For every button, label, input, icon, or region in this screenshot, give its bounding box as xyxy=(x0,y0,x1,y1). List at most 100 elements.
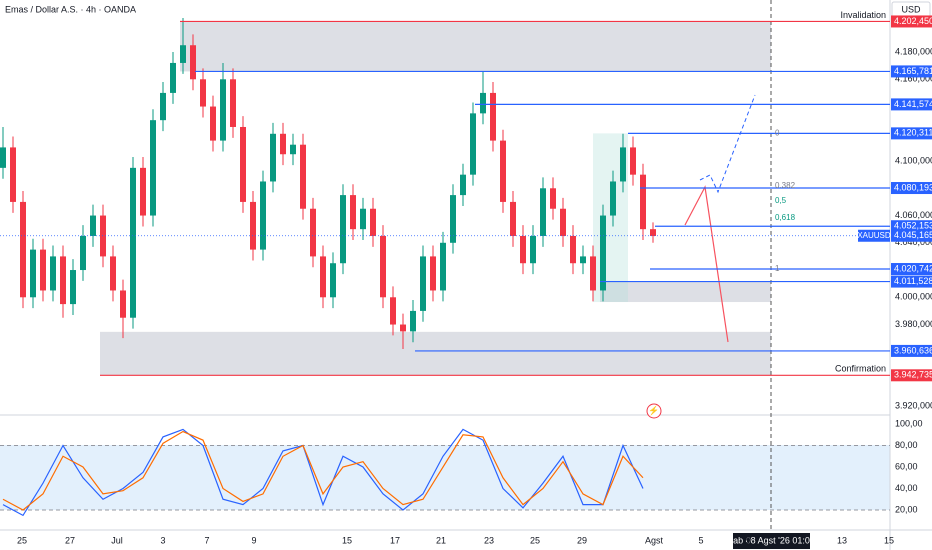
level-label: 4.202,450 xyxy=(894,16,932,26)
candle-body xyxy=(620,147,626,182)
candle-body xyxy=(250,201,256,250)
y-tick-label: 80,00 xyxy=(895,440,918,450)
candle-body xyxy=(80,235,86,271)
y-tick-label: 40,00 xyxy=(895,483,918,493)
demand-zone xyxy=(100,331,771,376)
fib-label: 0,5 xyxy=(775,196,787,205)
level-label-box xyxy=(891,182,932,195)
y-tick-label: 4.060,000 xyxy=(895,210,932,220)
candle-body xyxy=(160,92,166,121)
level-label: 3.960,636 xyxy=(894,345,932,355)
candle-body xyxy=(290,144,296,155)
level-label: 4.011,528 xyxy=(894,276,932,286)
y-tick-label: 4.040,000 xyxy=(895,237,932,247)
candle-body xyxy=(320,256,326,298)
candle-body xyxy=(140,167,146,216)
candle-body xyxy=(210,106,216,141)
level-label: 4.165,781 xyxy=(894,66,932,76)
candle-body xyxy=(370,208,376,236)
level-label: 4.080,193 xyxy=(894,182,932,192)
candle-body xyxy=(170,62,176,93)
event-icon[interactable] xyxy=(646,403,662,419)
y-tick-label: 4.160,000 xyxy=(895,74,932,84)
y-tick-label: 60,00 xyxy=(895,461,918,471)
candle-body xyxy=(230,79,236,127)
x-tick-label: 15 xyxy=(884,535,894,545)
candle-body xyxy=(300,144,306,209)
candle-body xyxy=(490,92,496,141)
level-label-box xyxy=(891,263,932,276)
fib-label: 1 xyxy=(775,264,780,273)
x-tick-label: 21 xyxy=(436,535,446,545)
level-label-box xyxy=(891,220,932,233)
candle-body xyxy=(520,235,526,264)
candle-body xyxy=(540,188,546,236)
level-label-box xyxy=(891,369,932,382)
candle-body xyxy=(340,195,346,264)
candle-body xyxy=(410,310,416,332)
candle-body xyxy=(60,256,66,305)
osc-line xyxy=(2,428,644,517)
level-label-box xyxy=(891,98,932,111)
candle-body xyxy=(270,133,276,182)
candle-body xyxy=(130,167,136,318)
x-tick-label: 15 xyxy=(342,535,352,545)
candle-body xyxy=(150,120,156,216)
supply-zone xyxy=(180,21,771,72)
osc-line xyxy=(2,430,644,511)
candle-body xyxy=(400,324,406,332)
x-tick-label: 7 xyxy=(204,535,209,545)
level-label-box xyxy=(891,127,932,140)
candle-body xyxy=(30,249,36,298)
candle-body xyxy=(20,201,26,298)
candle-body xyxy=(610,181,616,216)
x-tick-label: Agst xyxy=(645,535,664,545)
level-label-box xyxy=(891,15,932,28)
candle-body xyxy=(580,256,586,264)
x-tick-label: 9 xyxy=(745,535,750,545)
y-tick-label: 100,00 xyxy=(895,418,923,428)
candle-body xyxy=(630,147,636,175)
level-label: 4.052,153 xyxy=(894,221,932,231)
y-tick-label: 20,00 xyxy=(895,504,918,514)
candle-body xyxy=(70,270,76,305)
candle-body xyxy=(330,263,336,298)
candle-body xyxy=(0,147,6,168)
candle-body xyxy=(390,297,396,325)
y-tick-label: 3.980,000 xyxy=(895,319,932,329)
x-tick-label: 17 xyxy=(390,535,400,545)
candle-body xyxy=(360,208,366,230)
x-tick-label: 3 xyxy=(160,535,165,545)
candle-body xyxy=(90,215,96,236)
candle-body xyxy=(560,208,566,236)
level-label: 4.141,574 xyxy=(894,99,932,109)
candle-body xyxy=(310,208,316,257)
candle-body xyxy=(220,79,226,141)
candle-body xyxy=(650,229,656,236)
x-tick-label: 9 xyxy=(251,535,256,545)
candle-body xyxy=(280,133,286,155)
fib-label: 0.382 xyxy=(775,181,796,190)
candle-body xyxy=(420,256,426,311)
osc-band xyxy=(0,445,890,510)
candle-body xyxy=(190,45,196,80)
candle-body xyxy=(380,235,386,298)
y-tick-label: 4.000,000 xyxy=(895,292,932,302)
candle-body xyxy=(510,201,516,236)
currency: USD xyxy=(901,4,921,14)
projection-down xyxy=(684,185,729,343)
x-tick-label: 29 xyxy=(577,535,587,545)
candle-body xyxy=(350,195,356,230)
x-tick-label: 25 xyxy=(530,535,540,545)
level-label: 4.020,742 xyxy=(894,263,932,273)
candle-body xyxy=(450,195,456,243)
invalidation-label: Invalidation xyxy=(840,10,886,20)
candle-body xyxy=(260,181,266,250)
confirmation-label: Confirmation xyxy=(835,364,886,374)
candle-body xyxy=(470,113,476,175)
candle-body xyxy=(500,140,506,202)
candle-body xyxy=(10,147,16,202)
candle-body xyxy=(110,256,116,291)
candle-body xyxy=(600,215,606,291)
